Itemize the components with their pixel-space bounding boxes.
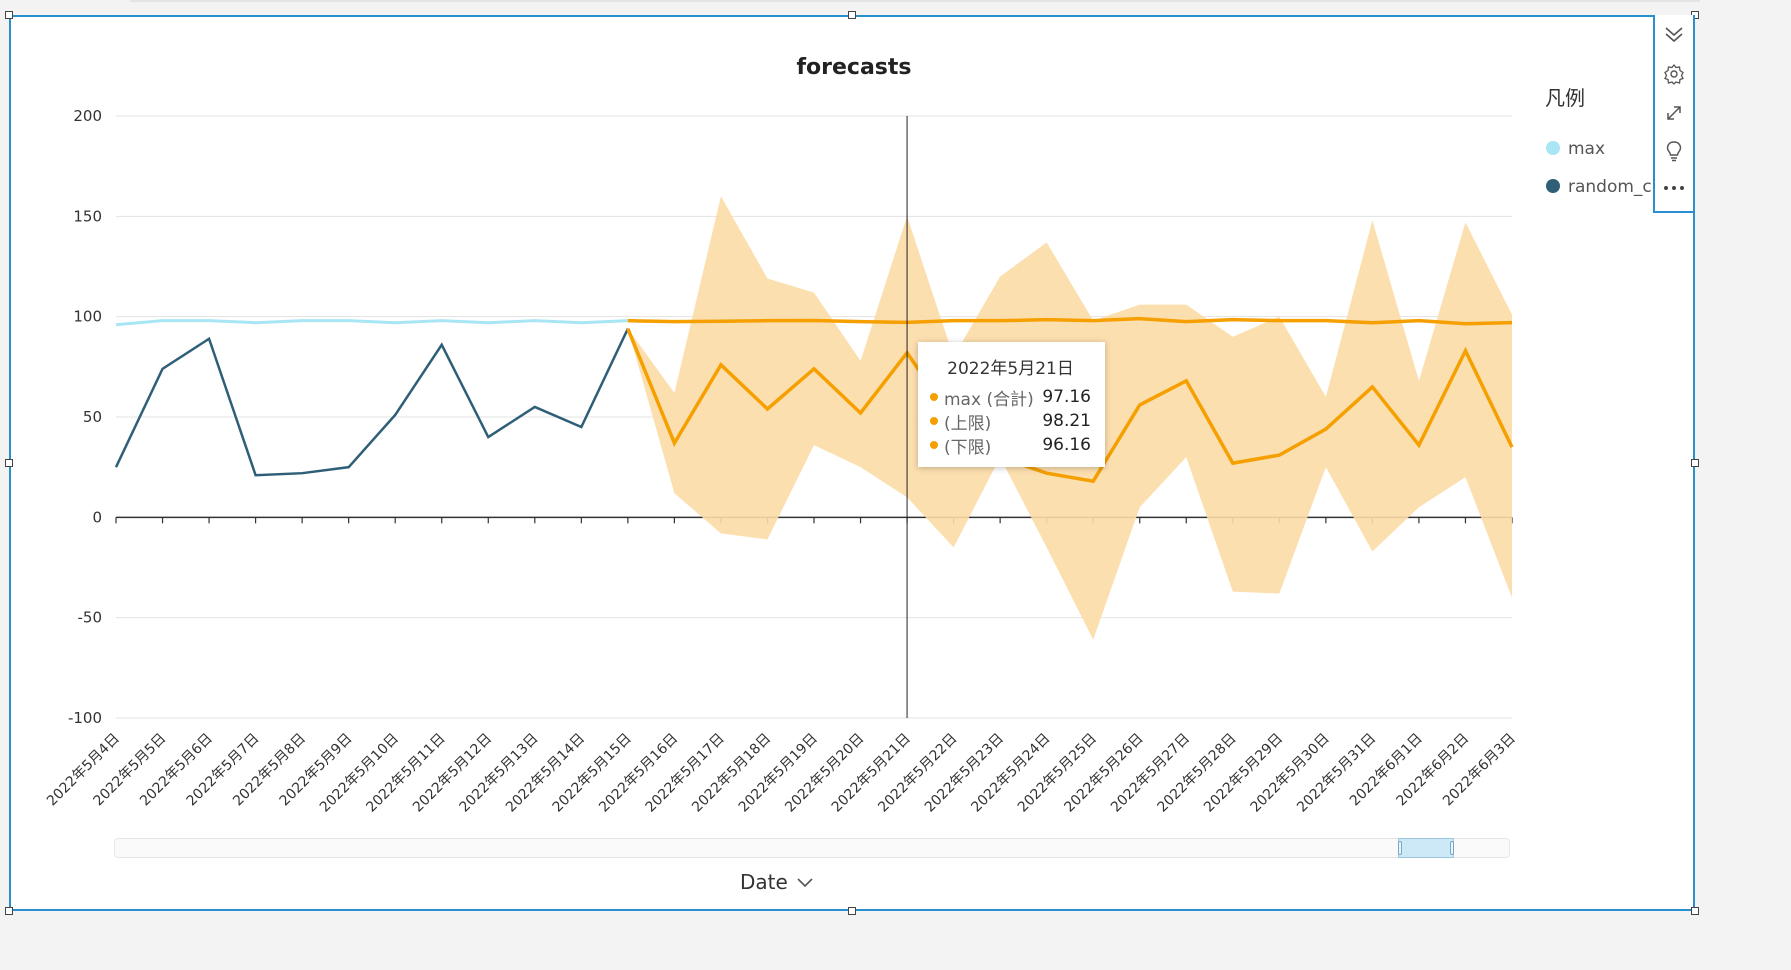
y-tick-label: 100 (73, 308, 102, 326)
visual-container[interactable]: forecasts 200 150 100 50 0 -50 -100 2022年5月4日 20… (9, 15, 1695, 911)
tooltip-value: 96.16 (1042, 435, 1091, 455)
series-dot-icon (930, 393, 938, 401)
forecast-line-max (627, 316, 1513, 326)
tooltip-date: 2022年5月21日 (947, 359, 1074, 379)
x-tick-label: 2022年5月26日 (1061, 731, 1146, 816)
resize-handle-left[interactable] (5, 459, 13, 467)
x-tick-label: 2022年5月16日 (596, 731, 681, 816)
legend-label: max (1568, 139, 1606, 159)
visual-toolbar (1653, 15, 1695, 213)
legend-item-max[interactable]: max (1546, 139, 1651, 159)
x-tick-label: 2022年5月28日 (1155, 731, 1240, 816)
legend-label: random_c (1568, 177, 1651, 197)
legend-item-random[interactable]: random_c (1546, 177, 1651, 197)
gear-icon[interactable] (1655, 59, 1693, 89)
legend-title: 凡例 (1545, 86, 1585, 110)
x-axis-title-dropdown[interactable]: Date (740, 870, 814, 894)
tooltip-label: (下限) (944, 437, 992, 458)
x-tick-label: 2022年5月27日 (1108, 731, 1193, 816)
tooltip-value: 97.16 (1042, 387, 1091, 407)
tooltip-label: (上限) (944, 413, 992, 434)
series-dot-icon (930, 417, 938, 425)
forecast-line-random (626, 328, 1514, 484)
zoom-handle-left[interactable] (1398, 841, 1402, 855)
chevron-down-icon (797, 878, 813, 888)
tooltip-value: 98.21 (1042, 411, 1091, 431)
y-tick-label: 0 (92, 508, 102, 526)
resize-handle-right[interactable] (1691, 459, 1699, 467)
tooltip-label: max (合計) (944, 389, 1034, 410)
x-tick-label: 2022年5月13日 (457, 731, 542, 816)
y-tick-label: 150 (73, 207, 102, 225)
zoom-scrollbar[interactable] (114, 838, 1510, 858)
resize-handle-top[interactable] (848, 11, 856, 19)
x-tick-label: 2022年5月20日 (782, 731, 867, 816)
zoom-window[interactable] (1398, 838, 1454, 858)
x-tick-label: 2022年5月23日 (922, 731, 1007, 816)
legend-dot-icon (1546, 179, 1560, 193)
chart-plot[interactable]: 200150100500-50-1002022年5月4日2022年5月5日202… (11, 17, 1697, 913)
x-tick-label: 2022年5月31日 (1294, 731, 1379, 816)
x-tick-label: 2022年5月15日 (550, 731, 635, 816)
x-tick-label: 2022年5月25日 (1015, 731, 1100, 816)
x-tick-label: 2022年5月18日 (689, 731, 774, 816)
expand-icon[interactable] (1655, 98, 1693, 128)
x-tick-label: 2022年5月12日 (410, 731, 495, 816)
x-tick-label: 2022年5月22日 (875, 731, 960, 816)
x-tick-label: 2022年5月21日 (829, 731, 914, 816)
more-icon[interactable] (1655, 173, 1693, 203)
x-tick-label: 2022年5月11日 (363, 731, 448, 816)
x-tick-label: 2022年5月29日 (1201, 731, 1286, 816)
zoom-handle-right[interactable] (1450, 841, 1454, 855)
series-dot-icon (930, 441, 938, 449)
series-line-random (114, 328, 629, 477)
resize-handle-bottom-left[interactable] (5, 907, 13, 915)
resize-handle-bottom[interactable] (848, 907, 856, 915)
collapse-icon[interactable] (1655, 19, 1693, 49)
resize-handle-top-left[interactable] (5, 11, 13, 19)
x-tick-label: 2022年5月24日 (968, 731, 1053, 816)
x-tick-label: 2022年5月19日 (736, 731, 821, 816)
y-tick-label: 200 (73, 107, 102, 125)
x-axis-title: Date (740, 870, 788, 894)
series-line-max (115, 319, 628, 327)
x-tick-label: 2022年5月14日 (503, 731, 588, 816)
x-tick-label: 2022年5月17日 (643, 731, 728, 816)
legend-dot-icon (1546, 141, 1560, 155)
tooltip-row: (上限) 98.21 (930, 409, 1091, 434)
y-tick-label: 50 (83, 408, 102, 426)
chart-title: forecasts (796, 55, 912, 80)
chart-tooltip: 2022年5月21日 max (合計) 97.16 (上限) 98.21 (下限… (918, 342, 1105, 467)
x-tick-label: 2022年5月30日 (1248, 731, 1333, 816)
y-tick-label: -50 (78, 609, 103, 627)
tooltip-row: (下限) 96.16 (930, 433, 1091, 458)
x-tick-label: 2022年5月10日 (317, 731, 402, 816)
resize-handle-bottom-right[interactable] (1691, 907, 1699, 915)
top-divider (130, 0, 1700, 2)
y-tick-label: -100 (68, 709, 102, 727)
lightbulb-icon[interactable] (1655, 136, 1693, 166)
tooltip-row: max (合計) 97.16 (930, 385, 1091, 410)
